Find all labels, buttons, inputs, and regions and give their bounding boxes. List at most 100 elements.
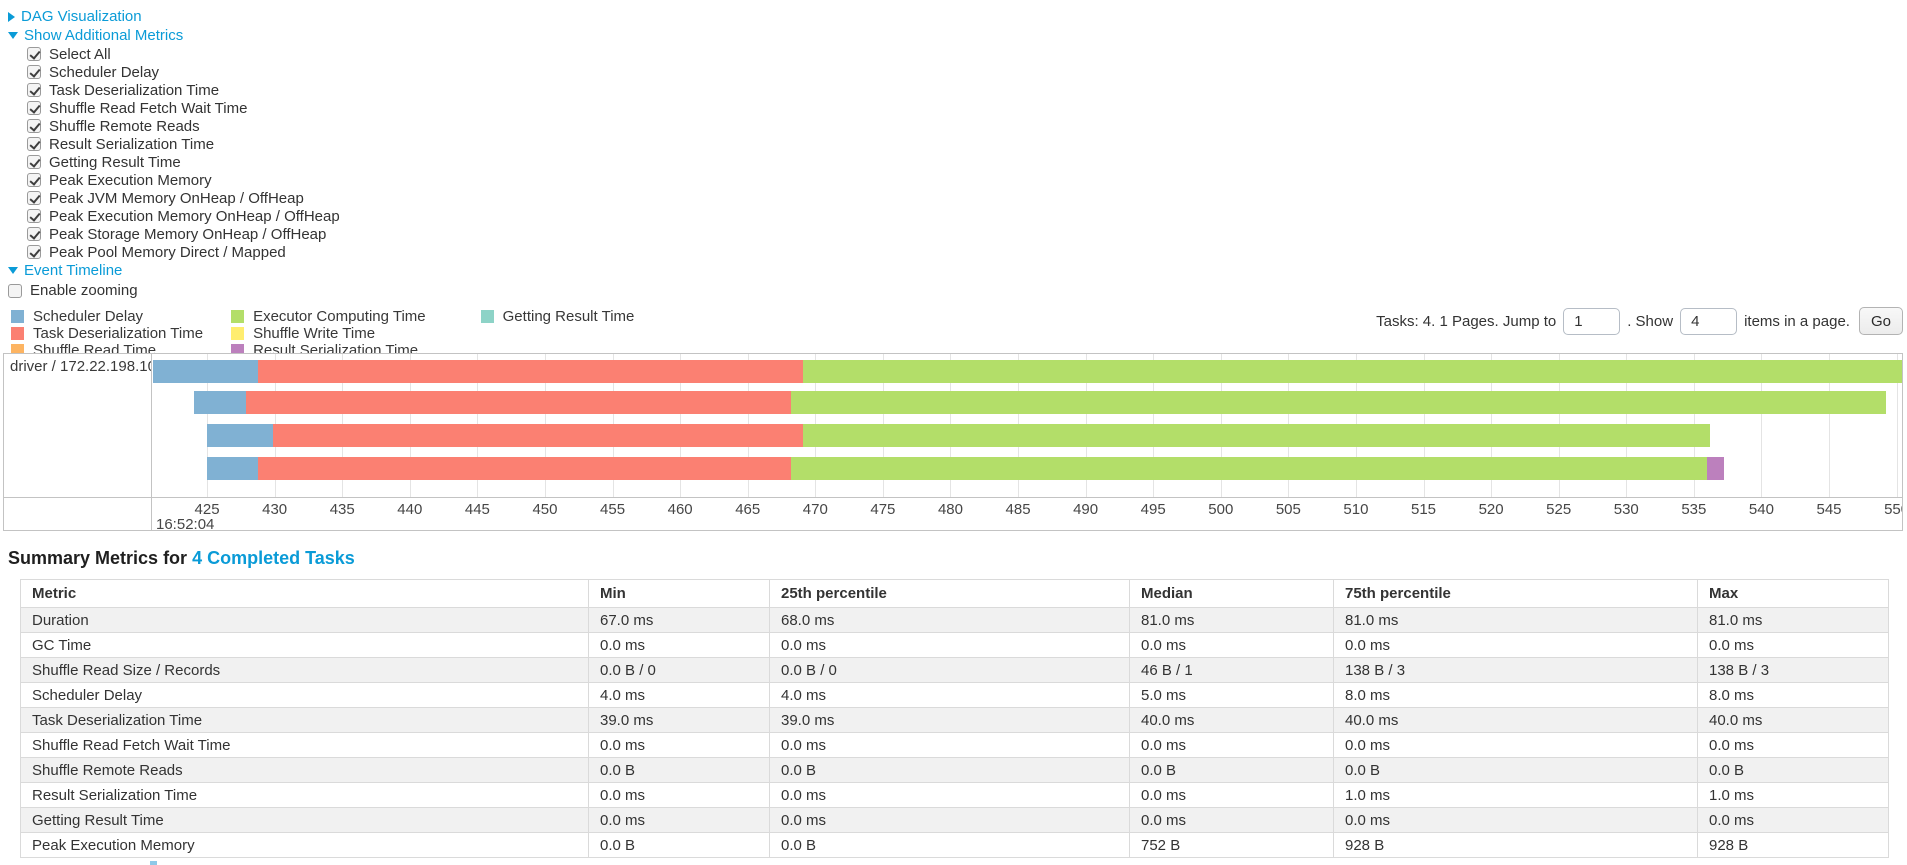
summary-metrics-title: Summary Metrics for 4 Completed Tasks [8,548,1907,569]
axis-tick-label: 510 [1343,501,1369,518]
legend-column: Executor Computing Time Shuffle Write Tim… [231,308,426,359]
metric-row-task-deserialization-time: Task Deserialization Time 39.0 ms 39.0 ms 4… [20,707,1889,733]
legend-entry-scheduler-delay: Scheduler Delay [11,308,203,325]
completed-tasks-link[interactable]: 4 Completed Tasks [192,548,355,568]
legend-swatch-executor_computing [231,310,245,323]
expanded-arrow-icon [8,32,18,39]
axis-tick-label: 515 [1411,501,1437,518]
metric-checkbox-list: Select All Scheduler Delay Task Deserializ… [8,45,1907,261]
legend-label: Task Deserialization Time [33,325,204,342]
checkbox-peak-execution-memory[interactable] [27,173,41,187]
axis-tick-label: 520 [1478,501,1504,518]
metric-cell: 8.0 ms [1697,682,1889,708]
jump-to-page-input[interactable] [1563,307,1621,335]
task-segment-executor_computing[interactable] [790,391,1886,414]
task-segment-task_deserialization[interactable] [273,424,804,447]
axis-tick-label: 525 [1546,501,1572,518]
task-segment-scheduler_delay[interactable] [207,457,259,480]
axis-tick-label: 540 [1748,501,1774,518]
metric-cell: 0.0 ms [588,782,770,808]
metric-cell: 0.0 ms [1333,632,1698,658]
axis-tick-label: 535 [1681,501,1707,518]
show-additional-metrics-toggle[interactable]: Show Additional Metrics [8,26,1907,45]
task-segment-scheduler_delay[interactable] [193,391,247,414]
legend-swatch-shuffle_write [231,327,245,340]
checkbox-getting-result-time[interactable] [27,155,41,169]
task-segment-executor_computing[interactable] [803,424,1711,447]
enable-zooming-label: Enable zooming [30,282,138,299]
show-additional-metrics-link[interactable]: Show Additional Metrics [24,27,184,44]
metric-cell: 67.0 ms [588,607,770,633]
checkbox-row-getting-result-time: Getting Result Time [27,153,1907,171]
metric-cell: 1.0 ms [1697,782,1889,808]
checkbox-task-deserialization-time[interactable] [27,83,41,97]
checkbox-peak-execution-memory-onheap-offheap[interactable] [27,209,41,223]
legend-entry-shuffle-write-time: Shuffle Write Time [231,325,426,342]
task-segment-task_deserialization[interactable] [258,457,791,480]
checkbox-label: Peak Pool Memory Direct / Mapped [49,243,286,261]
dag-visualization-toggle[interactable]: DAG Visualization [8,7,1907,26]
metric-cell: 928 B [1333,832,1698,858]
checkbox-shuffle-remote-reads[interactable] [27,119,41,133]
metric-cell: Duration [20,607,589,633]
metric-cell: 0.0 B [1697,757,1889,783]
legend-label: Scheduler Delay [33,308,144,325]
checkbox-label: Shuffle Read Fetch Wait Time [49,99,248,117]
legend-column: Scheduler Delay Task Deserialization Time… [11,308,203,359]
task-segment-executor_computing[interactable] [790,457,1708,480]
pagination-summary-text: Tasks: 4. 1 Pages. Jump to [1376,312,1557,330]
metric-cell: GC Time [20,632,589,658]
checkbox-label: Peak Execution Memory OnHeap / OffHeap [49,207,340,225]
axis-tick-label: 485 [1005,501,1031,518]
task-segment-result_serialization[interactable] [1707,457,1724,480]
task-segment-scheduler_delay[interactable] [153,360,259,383]
timeline-plot-area: 425 430 435 440 445 450 455 460 465 470 475 480 485 4… [153,354,1902,530]
task-segment-scheduler_delay[interactable] [207,424,274,447]
legend-entry-executor-computing-time: Executor Computing Time [231,308,426,325]
checkbox-row-peak-storage-memory-onheap-offheap: Peak Storage Memory OnHeap / OffHeap [27,225,1907,243]
metric-cell: 928 B [1697,832,1889,858]
axis-major-time-label: 16:52:04 [156,516,215,530]
checkbox-scheduler-delay[interactable] [27,65,41,79]
axis-tick-label: 435 [329,501,355,518]
metric-cell: 0.0 B [769,832,1130,858]
metric-cell: 0.0 B / 0 [588,657,770,683]
checkbox-peak-pool-memory-direct-mapped[interactable] [27,245,41,259]
metric-cell: 1.0 ms [1333,782,1698,808]
metric-cell: 0.0 ms [1129,632,1334,658]
task-segment-executor_computing[interactable] [803,360,1902,383]
go-button[interactable]: Go [1858,307,1903,335]
checkbox-label: Peak Storage Memory OnHeap / OffHeap [49,225,327,243]
checkbox-row-select-all: Select All [27,45,1907,63]
axis-tick-label: 470 [802,501,828,518]
task-segment-task_deserialization[interactable] [258,360,804,383]
pagination-items-label: items in a page. [1744,312,1850,330]
column-header-metric: Metric [20,579,589,608]
checkbox-row-task-deserialization-time: Task Deserialization Time [27,81,1907,99]
metric-cell: 4.0 ms [769,682,1130,708]
checkbox-select-all[interactable] [27,47,41,61]
metric-cell: 0.0 B [1333,757,1698,783]
metric-cell: 0.0 ms [1697,807,1889,833]
enable-zooming-checkbox[interactable] [8,283,22,298]
event-timeline-link[interactable]: Event Timeline [24,262,123,279]
metric-cell: 40.0 ms [1333,707,1698,733]
checkbox-peak-jvm-memory-onheap-offheap[interactable] [27,191,41,205]
checkbox-shuffle-read-fetch-wait-time[interactable] [27,101,41,115]
task-pagination: Tasks: 4. 1 Pages. Jump to . Show items … [1376,307,1903,335]
metric-cell: 0.0 ms [1129,807,1334,833]
dag-visualization-link[interactable]: DAG Visualization [21,8,142,25]
metric-cell: 752 B [1129,832,1334,858]
checkbox-peak-storage-memory-onheap-offheap[interactable] [27,227,41,241]
page-size-input[interactable] [1680,307,1738,335]
checkbox-result-serialization-time[interactable] [27,137,41,151]
task-segment-task_deserialization[interactable] [246,391,791,414]
event-timeline-toggle[interactable]: Event Timeline [8,261,1907,280]
checkbox-row-scheduler-delay: Scheduler Delay [27,63,1907,81]
metric-cell: Scheduler Delay [20,682,589,708]
metric-cell: Shuffle Read Size / Records [20,657,589,683]
metric-cell: 0.0 B [1129,757,1334,783]
metric-cell: 0.0 ms [769,782,1130,808]
axis-tick-label: 430 [262,501,288,518]
